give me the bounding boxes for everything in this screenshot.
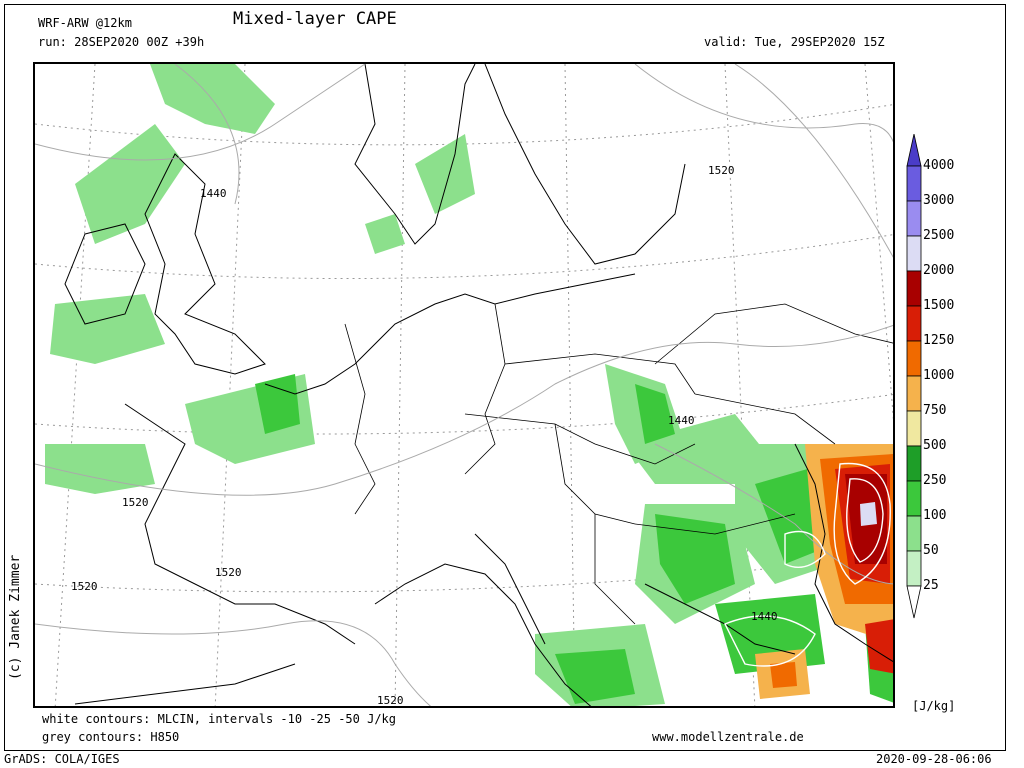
contour-label: 1520 bbox=[215, 566, 242, 579]
legend-swatch bbox=[906, 134, 922, 167]
mlcin-contours bbox=[724, 462, 891, 667]
contour-label: 1520 bbox=[71, 580, 98, 593]
contour-label: 1520 bbox=[708, 164, 735, 177]
grads-label: GrADS: COLA/IGES bbox=[4, 752, 120, 766]
map-panel: 1440 1520 1520 1440 1520 1520 1520 1440 bbox=[33, 62, 895, 708]
h850-contours bbox=[35, 64, 893, 706]
legend-label: 100 bbox=[923, 508, 947, 523]
legend-label: 25 bbox=[923, 578, 939, 593]
legend-swatch bbox=[906, 410, 922, 447]
white-contours-note: white contours: MLCIN, intervals -10 -25… bbox=[42, 712, 397, 726]
legend-swatch bbox=[906, 515, 922, 552]
legend-swatch bbox=[906, 585, 922, 619]
legend-label: 250 bbox=[923, 473, 947, 488]
contour-label: 1440 bbox=[751, 610, 778, 623]
valid-label: valid: Tue, 29SEP2020 15Z bbox=[704, 35, 885, 49]
legend-swatch bbox=[906, 445, 922, 482]
timestamp-label: 2020-09-28-06:06 bbox=[876, 752, 992, 766]
run-label: run: 28SEP2020 00Z +39h bbox=[38, 35, 205, 49]
contour-label: 1440 bbox=[668, 414, 695, 427]
legend-label: 3000 bbox=[923, 193, 955, 208]
legend-label: 1000 bbox=[923, 368, 955, 383]
legend-label: 50 bbox=[923, 543, 939, 558]
grey-contours-note: grey contours: H850 bbox=[42, 730, 180, 744]
legend-swatch bbox=[906, 480, 922, 517]
map-svg: 1440 1520 1520 1440 1520 1520 1520 1440 bbox=[35, 64, 893, 707]
legend-unit: [J/kg] bbox=[912, 699, 956, 713]
legend-swatch bbox=[906, 550, 922, 587]
contour-label: 1520 bbox=[377, 694, 404, 707]
legend-label: 1250 bbox=[923, 333, 955, 348]
legend-swatch bbox=[906, 340, 922, 377]
legend-label: 2500 bbox=[923, 228, 955, 243]
cape-areas-high bbox=[755, 444, 893, 699]
legend-swatch bbox=[906, 270, 922, 307]
page-title: Mixed-layer CAPE bbox=[233, 9, 397, 29]
copyright-label: (c) Janek Zimmer bbox=[8, 554, 23, 680]
legend-label: 1500 bbox=[923, 298, 955, 313]
legend-bar bbox=[906, 134, 922, 619]
legend-label: 500 bbox=[923, 438, 947, 453]
legend-swatch bbox=[906, 235, 922, 272]
contour-label: 1520 bbox=[122, 496, 149, 509]
website-label: www.modellzentrale.de bbox=[652, 730, 804, 744]
coastlines bbox=[64, 64, 893, 706]
legend-swatch bbox=[906, 375, 922, 412]
contour-label: 1440 bbox=[200, 187, 227, 200]
legend-label: 2000 bbox=[923, 263, 955, 278]
legend-swatch bbox=[906, 305, 922, 342]
legend-label: 4000 bbox=[923, 158, 955, 173]
cape-areas-light bbox=[45, 64, 835, 706]
color-legend bbox=[905, 134, 965, 634]
model-label: WRF-ARW @12km bbox=[38, 16, 132, 30]
legend-swatch bbox=[906, 165, 922, 202]
borders bbox=[344, 303, 893, 625]
legend-swatch bbox=[906, 200, 922, 237]
legend-label: 750 bbox=[923, 403, 947, 418]
